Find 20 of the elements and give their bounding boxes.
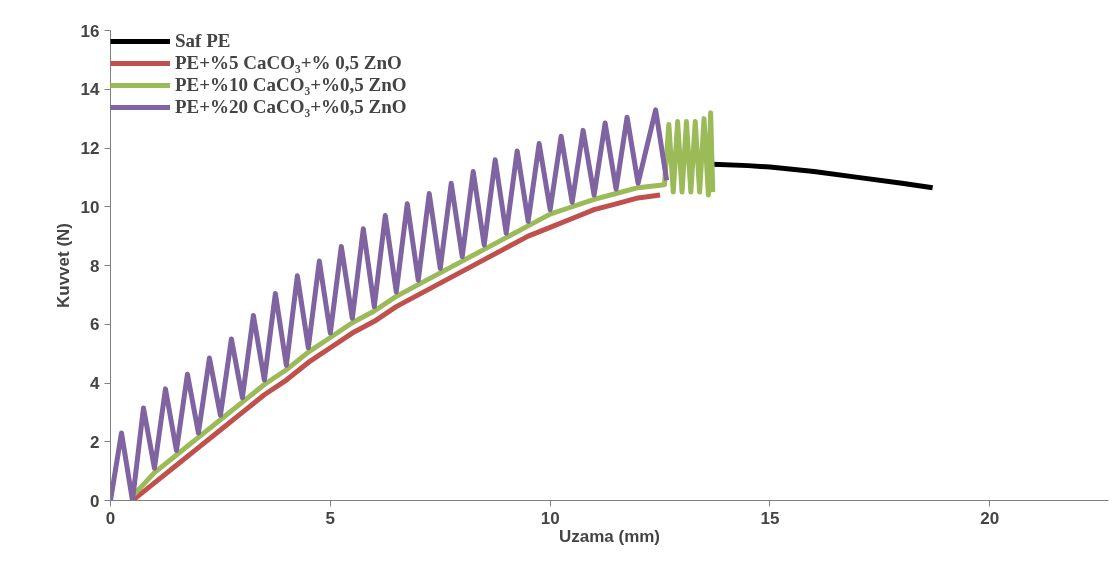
x-tick-label: 10 [540, 508, 560, 528]
x-axis-title: Uzama (mm) [558, 526, 661, 546]
y-tick-label: 14 [80, 80, 101, 100]
y-tick-label: 6 [90, 315, 100, 335]
y-tick-label: 10 [80, 197, 100, 217]
legend-label: PE+%5 CaCO₃+% 0,5 ZnO [175, 52, 402, 74]
y-axis-title: Kuvvet (N) [53, 222, 73, 308]
legend-label: Saf PE [175, 30, 231, 52]
x-tick-label: 0 [105, 508, 116, 528]
y-tick-label: 12 [80, 139, 100, 158]
y-tick-label: 0 [90, 491, 100, 511]
y-tick-label: 8 [90, 256, 100, 276]
y-tick-label: 4 [90, 374, 101, 393]
legend-label: PE+%10 CaCO₃+%0,5 ZnO [175, 74, 407, 96]
x-tick-label: 20 [980, 508, 1000, 528]
y-tick-label: 16 [80, 21, 100, 41]
legend-label: PE+%20 CaCO₃+%0,5 ZnO [175, 96, 407, 118]
y-tick-label: 2 [90, 432, 100, 452]
x-tick-label: 15 [760, 508, 780, 528]
x-tick-label: 5 [325, 508, 336, 528]
